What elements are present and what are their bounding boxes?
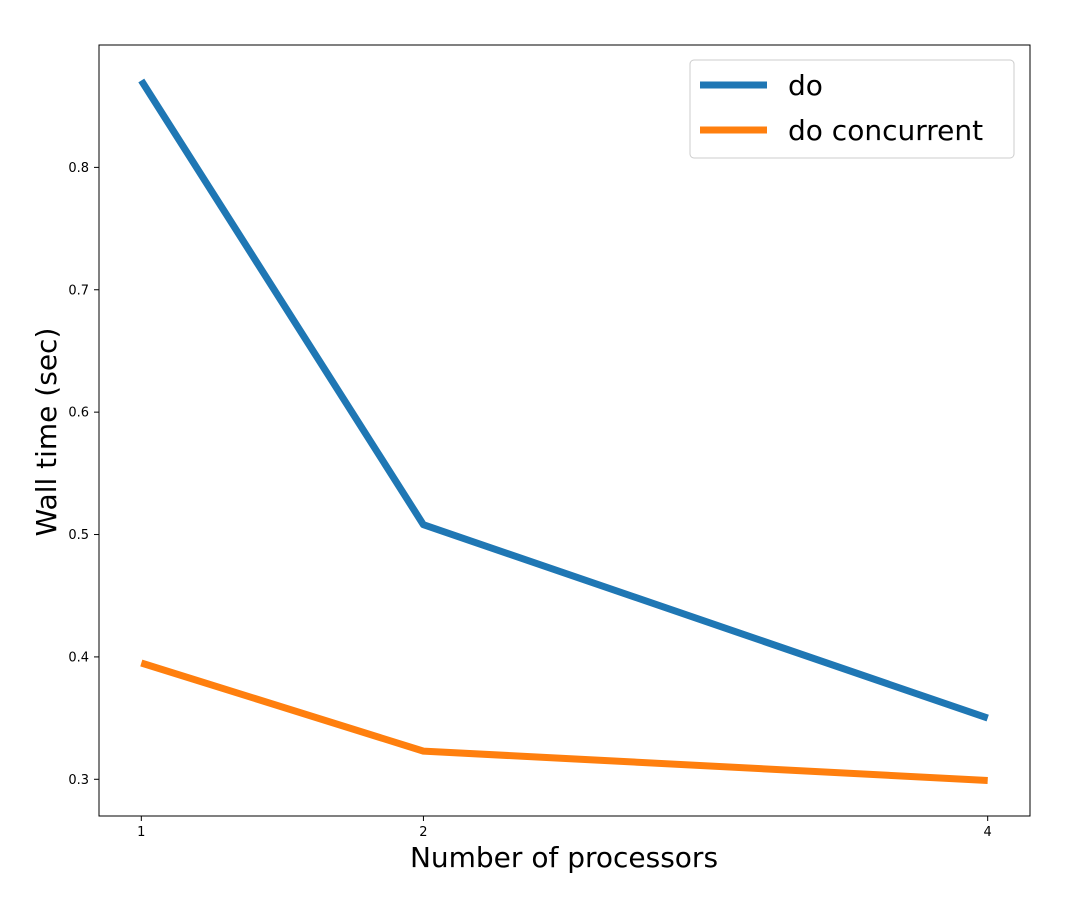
- x-tick-label: 2: [419, 825, 427, 840]
- y-axis-label: Wall time (sec): [30, 328, 63, 537]
- y-tick-label: 0.5: [68, 528, 89, 543]
- legend-label: do concurrent: [788, 114, 983, 147]
- x-tick-label: 1: [137, 825, 145, 840]
- y-tick-label: 0.3: [68, 773, 89, 788]
- legend-items: do do concurrent: [700, 69, 983, 147]
- series-lines: [138, 78, 989, 784]
- y-tick-label: 0.6: [68, 406, 89, 421]
- y-axis-ticks: 0.3 0.4 0.5 0.6 0.7 0.8: [68, 161, 99, 788]
- y-tick-label: 0.4: [68, 650, 89, 665]
- legend-label: do: [788, 69, 823, 102]
- x-axis-ticks: 1 2 4: [137, 816, 992, 840]
- plot-background: [99, 45, 1030, 816]
- x-tick-label: 4: [984, 825, 992, 840]
- x-axis-label: Number of processors: [410, 841, 718, 874]
- plot-frame: [98, 44, 1031, 817]
- y-tick-label: 0.7: [68, 283, 89, 298]
- legend: do do concurrent: [689, 59, 1015, 159]
- y-tick-label: 0.8: [68, 161, 89, 176]
- legend-box: [689, 59, 1015, 159]
